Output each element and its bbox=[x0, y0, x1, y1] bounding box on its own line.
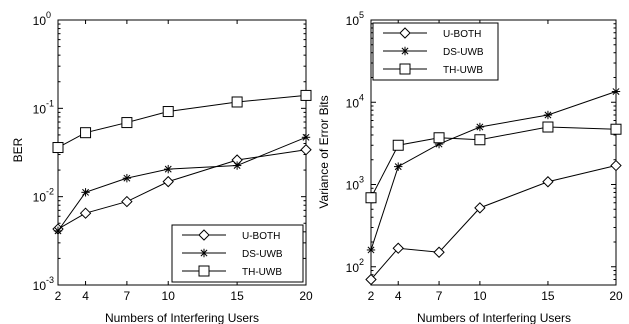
ber-point-th-uwb bbox=[121, 117, 133, 129]
ber-y-tick-label: 10 bbox=[33, 279, 47, 293]
variance-y-tick-label: 10 bbox=[346, 14, 360, 28]
ber-y-tick-label: 10 bbox=[33, 191, 47, 205]
ber-x-tick-label: 7 bbox=[124, 289, 131, 303]
variance-x-tick-label: 15 bbox=[541, 289, 555, 303]
variance-x-tick-label: 4 bbox=[395, 289, 402, 303]
ber-point-u-both bbox=[300, 144, 312, 156]
ber-point-ds-uwb bbox=[301, 133, 311, 142]
ber-series-line-th-uwb bbox=[57, 94, 307, 148]
variance-legend-marker-ds-uwb bbox=[400, 46, 410, 56]
ber-y-axis-label: BER bbox=[11, 137, 25, 162]
variance-point-ds-uwb bbox=[611, 87, 621, 96]
ber-legend-label-ds-uwb: DS-UWB bbox=[242, 249, 283, 260]
variance-x-tick-label: 2 bbox=[368, 289, 375, 303]
ber-point-ds-uwb bbox=[232, 161, 242, 170]
ber-x-axis-label: Numbers of Interfering Users bbox=[105, 311, 259, 324]
ber-point-u-both bbox=[162, 175, 174, 188]
variance-point-u-both bbox=[433, 246, 445, 258]
variance-point-th-uwb bbox=[365, 192, 377, 204]
ber-x-tick-label: 10 bbox=[162, 289, 176, 303]
ber-x-tick-label: 4 bbox=[82, 289, 89, 303]
variance-y-tick-label: 10 bbox=[346, 179, 360, 193]
ber-point-ds-uwb bbox=[164, 164, 173, 174]
ber-series-line-u-both bbox=[57, 149, 307, 230]
ber-x-tick-label: 15 bbox=[230, 289, 244, 303]
variance-point-u-both bbox=[610, 159, 622, 172]
variance-series-line-ds-uwb bbox=[370, 91, 617, 251]
variance-legend-label-th-uwb: TH-UWB bbox=[443, 65, 483, 76]
ber-legend-marker-u-both bbox=[198, 229, 210, 241]
variance-legend-label-u-both: U-BOTH bbox=[443, 29, 481, 40]
variance-y-tick-exponent: 2 bbox=[359, 257, 364, 267]
ber-y-tick-label: 10 bbox=[33, 102, 47, 116]
variance-y-tick-label: 10 bbox=[346, 96, 360, 110]
variance-point-ds-uwb bbox=[366, 245, 376, 255]
variance-x-axis-label: Numbers of Interfering Users bbox=[417, 311, 571, 324]
variance-legend: U-BOTH DS-UWB TH-UWB bbox=[372, 22, 499, 81]
variance-legend-marker-u-both bbox=[399, 27, 411, 39]
ber-x-tick-label: 20 bbox=[299, 289, 313, 303]
ber-y-tick-label: 10 bbox=[33, 14, 47, 28]
ber-point-ds-uwb bbox=[81, 188, 90, 197]
variance-series-line-u-both bbox=[370, 165, 617, 280]
variance-point-u-both bbox=[392, 242, 404, 254]
ber-x-tick-label: 2 bbox=[55, 289, 62, 303]
ber-point-th-uwb bbox=[231, 96, 243, 108]
ber-point-th-uwb bbox=[80, 127, 92, 139]
variance-x-tick-label: 7 bbox=[436, 289, 443, 303]
variance-point-ds-uwb bbox=[543, 110, 553, 120]
variance-y-tick-exponent: 4 bbox=[359, 92, 364, 102]
variance-point-ds-uwb bbox=[394, 162, 403, 171]
ber-point-u-both bbox=[121, 195, 133, 208]
ber-point-ds-uwb bbox=[53, 226, 63, 236]
ber-legend-label-u-both: U-BOTH bbox=[242, 231, 280, 242]
variance-chart: Numbers of Interfering Users Variance of… bbox=[317, 10, 623, 324]
ber-legend-label-th-uwb: TH-UWB bbox=[242, 267, 282, 278]
variance-plot-frame bbox=[370, 19, 617, 286]
variance-y-tick-exponent: 3 bbox=[359, 175, 364, 185]
variance-point-ds-uwb bbox=[475, 122, 485, 132]
ber-legend-marker-th-uwb bbox=[198, 265, 210, 277]
ber-point-th-uwb bbox=[52, 142, 64, 154]
variance-point-th-uwb bbox=[542, 121, 554, 133]
variance-point-u-both bbox=[542, 176, 554, 188]
ber-chart: Numbers of Interfering Users BER 2 4 7 10 15… bbox=[11, 10, 313, 324]
ber-y-tick-exponent: 0 bbox=[46, 10, 51, 20]
ber-point-u-both bbox=[79, 207, 92, 219]
ber-legend: U-BOTH DS-UWB TH-UWB bbox=[171, 224, 304, 283]
variance-legend-label-ds-uwb: DS-UWB bbox=[443, 47, 484, 58]
variance-point-u-both bbox=[474, 202, 486, 214]
variance-x-tick-label: 20 bbox=[609, 289, 623, 303]
variance-x-tick-label: 10 bbox=[473, 289, 487, 303]
ber-point-ds-uwb bbox=[122, 173, 132, 183]
ber-series-line-ds-uwb bbox=[57, 136, 307, 232]
variance-y-tick-label: 10 bbox=[346, 261, 360, 275]
ber-y-tick-exponent: -1 bbox=[46, 98, 54, 108]
ber-point-th-uwb bbox=[162, 106, 174, 118]
ber-y-tick-exponent: -3 bbox=[46, 275, 54, 285]
variance-point-u-both bbox=[365, 273, 377, 286]
variance-point-th-uwb bbox=[474, 134, 486, 146]
ber-point-th-uwb bbox=[300, 89, 312, 101]
variance-y-tick-exponent: 5 bbox=[359, 10, 364, 20]
variance-legend-marker-th-uwb bbox=[399, 63, 411, 75]
ber-y-tick-exponent: -2 bbox=[46, 187, 54, 197]
ber-legend-marker-ds-uwb bbox=[199, 248, 209, 258]
variance-point-th-uwb bbox=[610, 123, 622, 135]
variance-y-axis-label: Variance of Error Bits bbox=[317, 95, 331, 208]
variance-series-line-th-uwb bbox=[370, 126, 617, 198]
variance-point-th-uwb bbox=[433, 132, 445, 144]
variance-point-th-uwb bbox=[392, 139, 404, 151]
